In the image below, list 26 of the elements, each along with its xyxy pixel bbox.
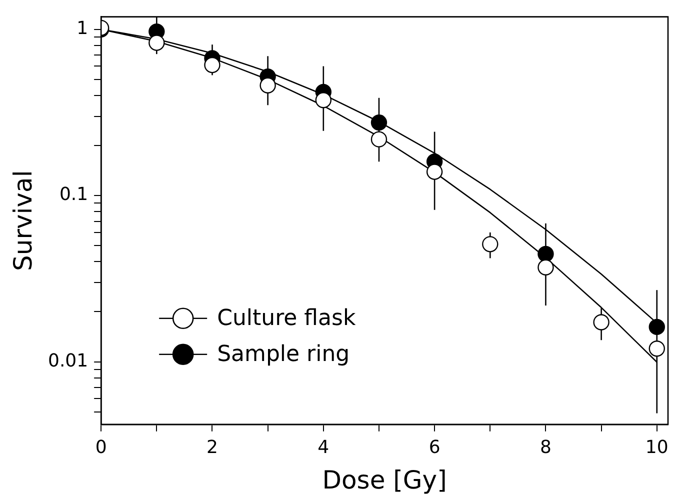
point bbox=[538, 259, 554, 276]
point bbox=[370, 114, 388, 131]
point bbox=[370, 131, 388, 148]
x-tick-label: 2 bbox=[206, 436, 218, 458]
x-tick-label: 10 bbox=[645, 436, 668, 458]
point bbox=[593, 314, 610, 330]
point bbox=[538, 246, 554, 262]
point bbox=[204, 56, 220, 74]
point bbox=[260, 77, 276, 94]
x-tick-label: 4 bbox=[318, 436, 330, 458]
point bbox=[648, 340, 665, 357]
legend-label: Sample ring bbox=[217, 342, 350, 368]
y-axis-title: Survival bbox=[8, 170, 38, 271]
point bbox=[315, 92, 332, 108]
y-tick-label: 0.01 bbox=[48, 350, 88, 372]
y-tick-label: 0.1 bbox=[59, 184, 88, 206]
point bbox=[482, 236, 498, 252]
x-tick-label: 8 bbox=[540, 436, 552, 458]
point bbox=[148, 34, 165, 51]
x-axis-title: Dose [Gy] bbox=[322, 466, 447, 494]
legend-label: Culture flask bbox=[217, 306, 356, 332]
y-tick-label: 1 bbox=[76, 18, 88, 40]
x-tick-label: 6 bbox=[428, 436, 440, 458]
x-tick-label: 0 bbox=[95, 436, 107, 458]
point bbox=[426, 164, 443, 180]
point bbox=[648, 318, 665, 336]
